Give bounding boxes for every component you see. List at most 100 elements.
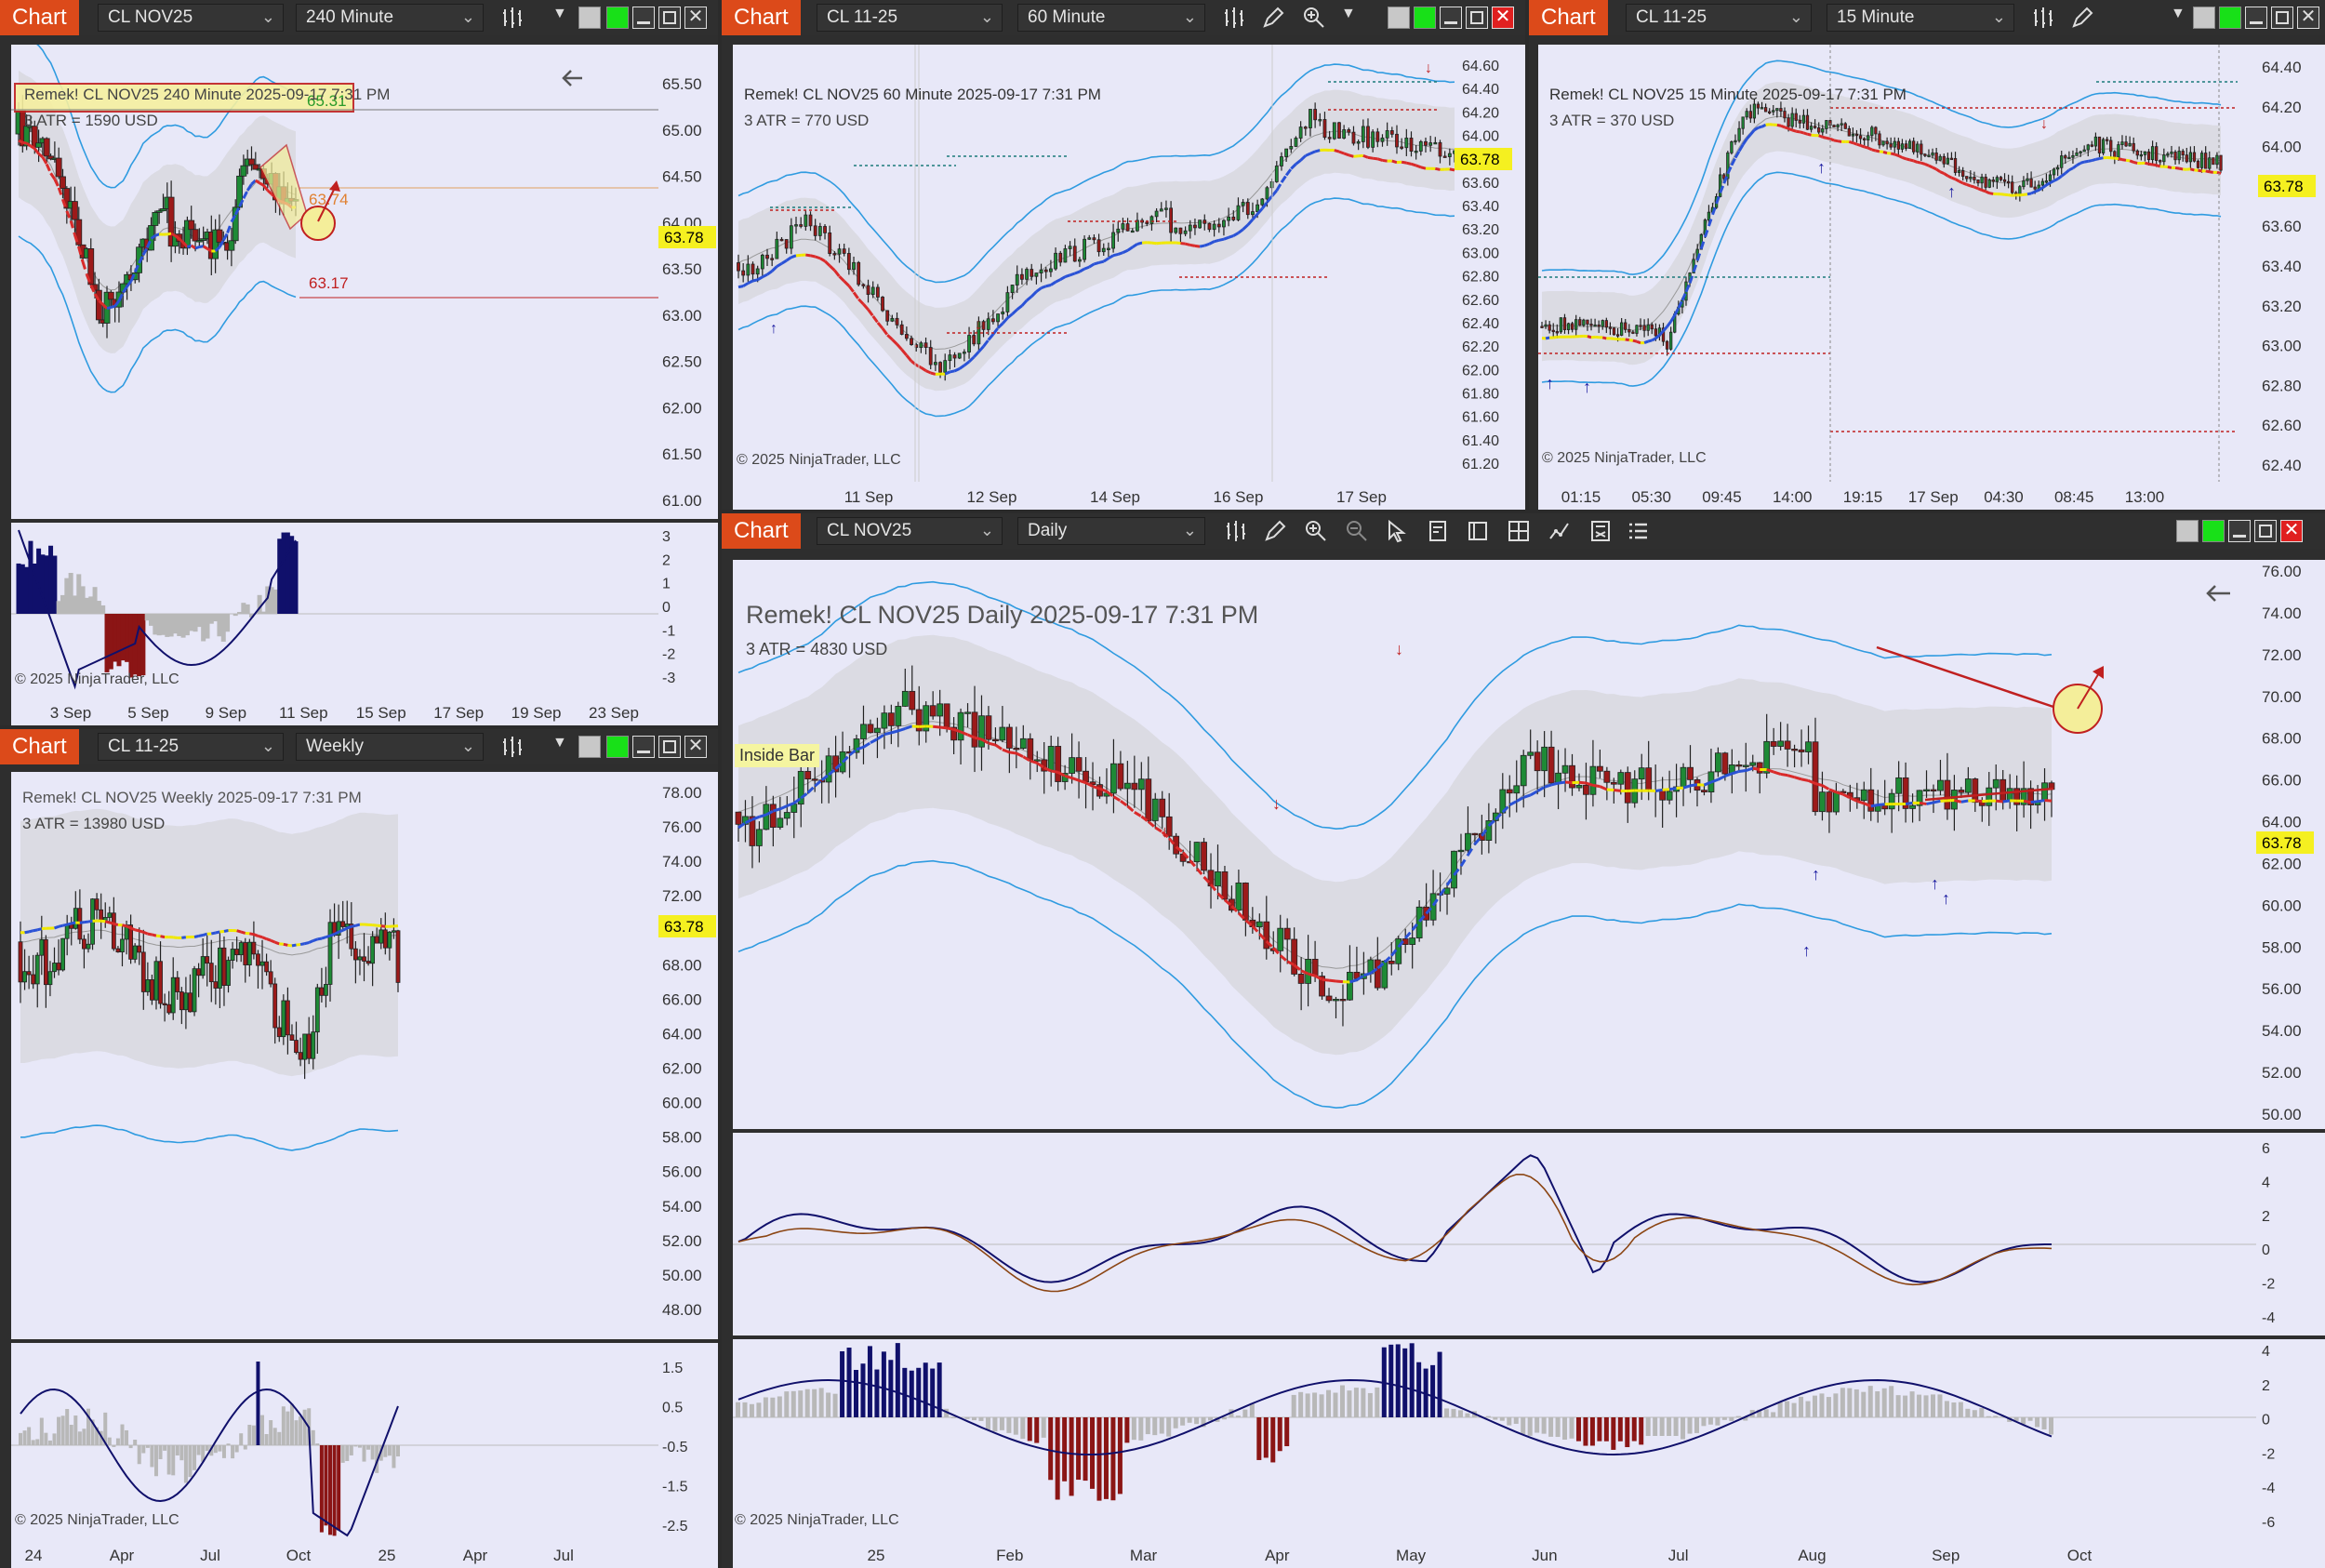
candle xyxy=(1159,208,1163,212)
indicator-panel[interactable]: © 2025 NinjaTrader, LLC xyxy=(11,1343,658,1538)
close-icon[interactable]: ✕ xyxy=(684,736,707,758)
restore-icon[interactable] xyxy=(1466,7,1488,29)
bars-icon[interactable] xyxy=(500,6,525,30)
instrument-selector[interactable]: CL 11-25 ⌄ xyxy=(98,733,284,761)
instrument-selector[interactable]: CL NOV25 ⌄ xyxy=(817,517,1003,545)
bars-icon[interactable] xyxy=(1222,6,1246,30)
period-selector[interactable]: 15 Minute ⌄ xyxy=(1827,4,2014,32)
bars-icon[interactable] xyxy=(500,735,525,759)
candle xyxy=(314,987,320,1033)
bars-icon[interactable] xyxy=(1224,519,1248,543)
chevron-down-icon[interactable]: ▼ xyxy=(552,735,567,751)
bars-icon[interactable] xyxy=(2031,6,2055,30)
minimize-button[interactable] xyxy=(578,736,601,758)
indicator-icon[interactable] xyxy=(1548,519,1572,543)
trend-line-segment xyxy=(2049,179,2055,184)
pencil-icon[interactable] xyxy=(1261,6,1285,30)
trend-line-segment xyxy=(1658,329,1665,337)
price-panel[interactable]: ↑ ↓ ↓ Remek! CL NOV25 60 Minute 2025-09-17… xyxy=(733,45,1455,482)
chart-menu-button[interactable]: Chart xyxy=(1529,0,1608,35)
histogram-bar xyxy=(52,1433,57,1445)
minimize-icon[interactable] xyxy=(2245,7,2267,29)
list-icon[interactable] xyxy=(1626,519,1650,543)
close-icon[interactable]: ✕ xyxy=(1492,7,1514,29)
minimize-icon[interactable] xyxy=(632,7,655,29)
candle xyxy=(1819,791,1826,813)
histogram-bar xyxy=(90,1419,95,1445)
period-selector[interactable]: 60 Minute ⌄ xyxy=(1017,4,1205,32)
instrument-selector[interactable]: CL NOV25 ⌄ xyxy=(98,4,284,32)
restore-icon[interactable] xyxy=(2271,7,2293,29)
link-color-button[interactable] xyxy=(2219,7,2241,29)
pencil-icon[interactable] xyxy=(1263,519,1287,543)
candle xyxy=(1005,292,1010,312)
close-icon[interactable]: ✕ xyxy=(684,7,707,29)
back-arrow-icon[interactable] xyxy=(562,70,582,86)
price-tick-label: 63.60 xyxy=(2262,218,2302,235)
chart-menu-button[interactable]: Chart xyxy=(722,513,801,549)
indicator-panel-1[interactable] xyxy=(733,1133,2256,1335)
period-selector[interactable]: Weekly ⌄ xyxy=(296,733,484,761)
restore-icon[interactable] xyxy=(658,7,681,29)
chevron-down-icon[interactable]: ▼ xyxy=(1341,6,1356,21)
restore-icon[interactable] xyxy=(2254,520,2277,542)
link-color-button[interactable] xyxy=(606,7,629,29)
price-panel[interactable]: ↓ ↓ ↓ ↑ ↑ ↑ ↑ Remek! CL NOV25 Daily 2025-09-17… xyxy=(733,560,2256,1129)
candle xyxy=(170,977,176,1014)
trend-line-segment xyxy=(1343,152,1349,157)
chart-menu-button[interactable]: Chart xyxy=(722,0,801,35)
chevron-down-icon[interactable]: ▼ xyxy=(552,6,567,21)
time-tick-label: Feb xyxy=(996,1547,1023,1564)
histogram-bar xyxy=(1548,1417,1554,1437)
back-arrow-icon[interactable] xyxy=(2206,585,2230,602)
candle xyxy=(179,991,184,1011)
trend-line-segment xyxy=(2030,800,2039,804)
minimize-button[interactable] xyxy=(578,7,601,29)
minimize-icon[interactable] xyxy=(632,736,655,758)
histogram-bar xyxy=(1201,1417,1206,1428)
link-color-button[interactable] xyxy=(606,736,629,758)
pencil-icon[interactable] xyxy=(2070,6,2094,30)
histogram-bar xyxy=(328,1445,333,1535)
chart-menu-button[interactable]: Chart xyxy=(0,0,79,35)
time-tick-label: Aug xyxy=(1798,1547,1826,1564)
candle xyxy=(1813,126,1817,128)
minimize-icon[interactable] xyxy=(1440,7,1462,29)
trend-line-segment xyxy=(2205,169,2211,174)
minimize-button[interactable] xyxy=(2176,520,2199,542)
split-icon[interactable] xyxy=(1507,519,1531,543)
instrument-selector[interactable]: CL 11-25 ⌄ xyxy=(1626,4,1812,32)
price-panel[interactable]: ↑ ↑ ↑ ↑ ↓ Remek! CL NOV25 15 Minute 2025-09-… xyxy=(1538,45,2258,482)
zoom-in-icon[interactable] xyxy=(1304,519,1328,543)
instrument-selector[interactable]: CL 11-25 ⌄ xyxy=(817,4,1003,32)
minimize-button[interactable] xyxy=(2193,7,2215,29)
template-icon[interactable] xyxy=(1466,519,1490,543)
price-panel[interactable]: Remek! CL NOV25 Weekly 2025-09-17 7:31 P… xyxy=(11,772,658,1339)
properties-icon[interactable] xyxy=(1427,519,1451,543)
indicator-panel-2[interactable]: © 2025 NinjaTrader, LLC xyxy=(733,1339,2256,1540)
calc-icon[interactable] xyxy=(1588,519,1613,543)
link-color-button[interactable] xyxy=(1414,7,1436,29)
trend-line-segment xyxy=(1962,181,1968,186)
candle xyxy=(1513,785,1521,794)
zoom-in-icon[interactable] xyxy=(1302,6,1326,30)
close-icon[interactable]: ✕ xyxy=(2280,520,2303,542)
link-color-button[interactable] xyxy=(2202,520,2225,542)
candle xyxy=(919,342,923,349)
candle xyxy=(18,941,23,983)
price-tick-label: 62.80 xyxy=(2262,377,2302,394)
period-selector[interactable]: Daily ⌄ xyxy=(1017,517,1205,545)
restore-icon[interactable] xyxy=(658,736,681,758)
close-icon[interactable]: ✕ xyxy=(2297,7,2319,29)
period-selector[interactable]: 240 Minute ⌄ xyxy=(296,4,484,32)
chevron-down-icon[interactable]: ▼ xyxy=(2171,6,2186,21)
cursor-icon[interactable] xyxy=(1384,519,1408,543)
indicator-panel[interactable]: © 2025 NinjaTrader, LLC xyxy=(11,523,658,698)
minimize-icon[interactable] xyxy=(2228,520,2251,542)
minimize-button[interactable] xyxy=(1388,7,1410,29)
zoom-out-icon[interactable] xyxy=(1345,519,1369,543)
histogram-bar xyxy=(937,1362,942,1417)
chart-menu-button[interactable]: Chart xyxy=(0,729,79,764)
